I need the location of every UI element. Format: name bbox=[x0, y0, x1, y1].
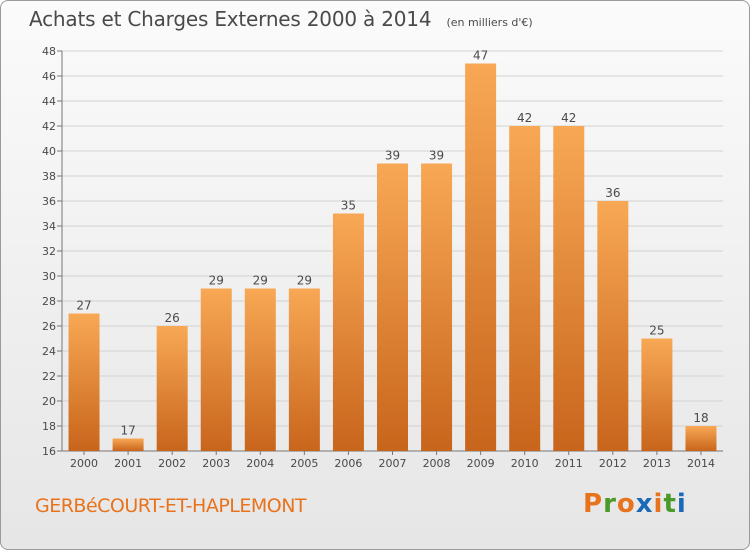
data-label: 17 bbox=[120, 424, 135, 438]
data-label: 27 bbox=[76, 299, 91, 313]
y-tick-label: 48 bbox=[42, 45, 56, 58]
bar-2013 bbox=[641, 338, 673, 451]
y-tick-label: 42 bbox=[42, 120, 56, 133]
chart-title: Achats et Charges Externes 2000 à 2014 bbox=[29, 7, 432, 31]
chart-subtitle: (en milliers d'€) bbox=[446, 16, 533, 29]
x-tick-label: 2013 bbox=[643, 457, 671, 470]
y-tick-label: 38 bbox=[42, 170, 56, 183]
y-tick-label: 22 bbox=[42, 370, 56, 383]
bar-2003 bbox=[200, 288, 232, 451]
data-label: 29 bbox=[209, 274, 224, 288]
y-tick-label: 32 bbox=[42, 245, 56, 258]
bar-2012 bbox=[597, 201, 629, 451]
y-tick-label: 46 bbox=[42, 70, 56, 83]
data-label: 47 bbox=[473, 49, 488, 63]
data-label: 35 bbox=[341, 199, 356, 213]
commune-name: GERBéCOURT-ET-HAPLEMONT bbox=[35, 495, 307, 517]
logo-letter: i bbox=[653, 489, 664, 519]
y-tick-labels: 16 18 20 22 24 26 28 30 32 34 36 38 40 42 44 46 48 bbox=[42, 45, 56, 458]
bar-2014 bbox=[685, 426, 717, 451]
data-labels: 27 17 26 29 29 29 35 39 39 47 42 42 36 25 18 bbox=[76, 49, 708, 438]
x-tick-label: 2000 bbox=[70, 457, 98, 470]
logo-letter: o bbox=[616, 489, 636, 519]
data-label: 29 bbox=[297, 274, 312, 288]
x-tick-label: 2014 bbox=[687, 457, 715, 470]
data-label: 25 bbox=[649, 324, 664, 338]
bar-2010 bbox=[509, 126, 541, 451]
y-tick-label: 24 bbox=[42, 345, 56, 358]
y-tick-label: 26 bbox=[42, 320, 56, 333]
x-tick-labels: 2000 2001 2002 2003 2004 2005 2006 2007 2008 2009… bbox=[70, 451, 715, 470]
logo-letter: r bbox=[603, 489, 617, 519]
x-tick-label: 2011 bbox=[555, 457, 583, 470]
data-label: 42 bbox=[517, 111, 532, 125]
y-tick-label: 16 bbox=[42, 445, 56, 458]
logo-letter: i bbox=[676, 489, 687, 519]
bars bbox=[68, 63, 717, 451]
x-tick-label: 2010 bbox=[511, 457, 539, 470]
x-tick-label: 2006 bbox=[334, 457, 362, 470]
bar-2002 bbox=[156, 326, 188, 451]
title-row: Achats et Charges Externes 2000 à 2014 (… bbox=[29, 7, 533, 31]
y-tick-label: 34 bbox=[42, 220, 56, 233]
bar-2004 bbox=[244, 288, 276, 451]
data-label: 36 bbox=[605, 186, 620, 200]
y-tick-label: 28 bbox=[42, 295, 56, 308]
x-tick-label: 2002 bbox=[158, 457, 186, 470]
x-tick-label: 2009 bbox=[467, 457, 495, 470]
x-tick-label: 2007 bbox=[379, 457, 407, 470]
bar-2007 bbox=[377, 163, 408, 451]
data-label: 42 bbox=[561, 111, 576, 125]
data-label: 18 bbox=[693, 411, 708, 425]
bar-2006 bbox=[332, 213, 364, 451]
bar-2011 bbox=[553, 126, 585, 451]
x-tick-label: 2004 bbox=[246, 457, 274, 470]
data-label: 39 bbox=[429, 149, 444, 163]
x-tick-label: 2005 bbox=[290, 457, 318, 470]
bar-2000 bbox=[68, 313, 100, 451]
bar-2001 bbox=[112, 438, 144, 451]
y-tick-label: 36 bbox=[42, 195, 56, 208]
y-tick-label: 40 bbox=[42, 145, 56, 158]
bar-2005 bbox=[288, 288, 320, 451]
y-tick-label: 18 bbox=[42, 420, 56, 433]
data-label: 26 bbox=[165, 311, 180, 325]
y-tick-label: 30 bbox=[42, 270, 56, 283]
x-tick-label: 2001 bbox=[114, 457, 142, 470]
x-tick-label: 2008 bbox=[423, 457, 451, 470]
x-tick-label: 2003 bbox=[202, 457, 230, 470]
data-label: 39 bbox=[385, 149, 400, 163]
logo-letter: P bbox=[583, 489, 604, 519]
y-tick-label: 44 bbox=[42, 95, 56, 108]
logo-letter: t bbox=[663, 489, 677, 519]
proxiti-logo[interactable]: Proxiti bbox=[583, 489, 687, 519]
logo-letter: x bbox=[635, 489, 654, 519]
bar-2009 bbox=[465, 63, 497, 451]
x-tick-label: 2012 bbox=[599, 457, 627, 470]
data-label: 29 bbox=[253, 274, 268, 288]
bar-2008 bbox=[421, 163, 453, 451]
y-tick-label: 20 bbox=[42, 395, 56, 408]
